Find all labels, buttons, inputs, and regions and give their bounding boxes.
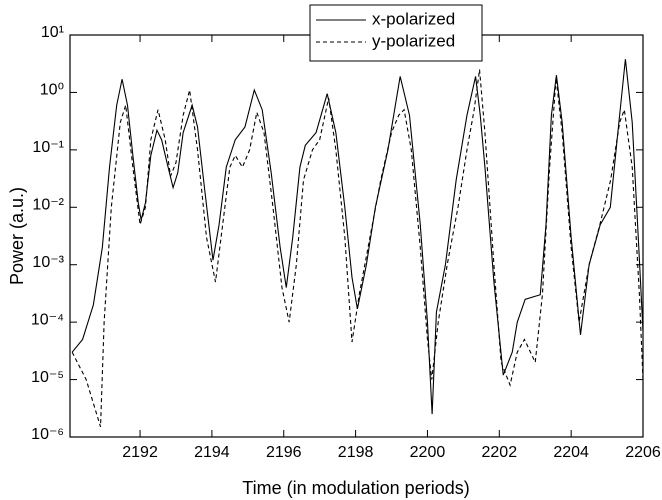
x-tick-label: 2204 [553, 444, 589, 461]
y-tick-label: 10⁻⁶ [31, 426, 64, 443]
legend-box [309, 4, 483, 62]
y-tick-label: 10⁻⁵ [31, 369, 64, 386]
y-tick-label: 10⁰ [40, 82, 64, 99]
x-tick-label: 2202 [482, 444, 518, 461]
legend-label: y-polarized [372, 31, 455, 50]
y-tick-label: 10¹ [41, 24, 64, 41]
y-tick-label: 10⁻⁴ [31, 311, 64, 328]
series-line [71, 59, 644, 415]
series-line [71, 69, 644, 428]
x-tick-label: 2196 [266, 444, 302, 461]
x-axis-label: Time (in modulation periods) [242, 478, 469, 498]
plot-frame [69, 34, 644, 438]
y-tick-label: 10⁻¹ [32, 139, 64, 156]
x-tick-label: 2200 [410, 444, 446, 461]
y-axis-label: Power (a.u.) [7, 187, 27, 285]
y-tick-label: 10⁻² [32, 197, 64, 214]
x-tick-label: 2198 [338, 444, 374, 461]
x-tick-label: 2194 [194, 444, 230, 461]
legend-label: x-polarized [372, 9, 455, 28]
x-tick-label: 2192 [122, 444, 158, 461]
x-tick-label: 2206 [625, 444, 661, 461]
y-tick-label: 10⁻³ [32, 254, 64, 271]
